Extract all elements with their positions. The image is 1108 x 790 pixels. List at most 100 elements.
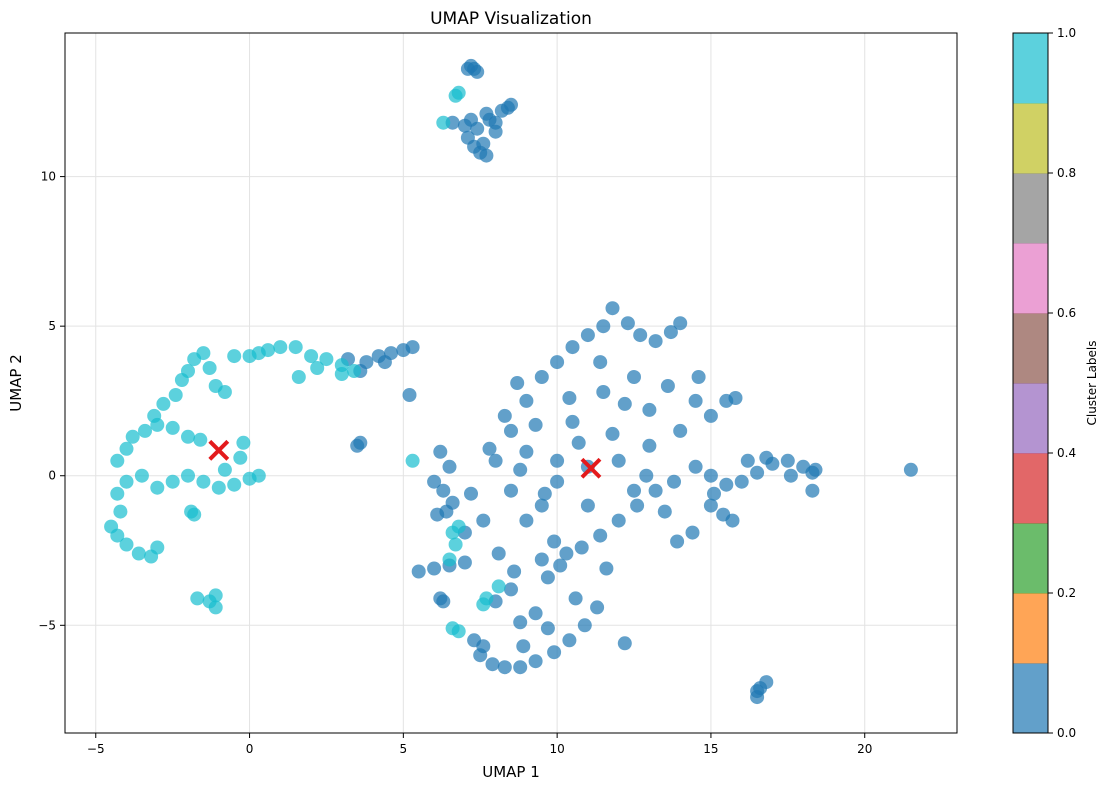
cluster-1-point — [119, 474, 134, 489]
cluster-1-point — [119, 441, 134, 456]
cluster-0-point — [534, 370, 549, 384]
cluster-0-point — [547, 645, 562, 660]
cluster-0-point — [703, 468, 718, 483]
cluster-0-point — [550, 453, 565, 468]
cluster-0-point — [728, 391, 743, 405]
cluster-0-point — [528, 417, 543, 432]
cluster-1-point — [113, 504, 128, 519]
x-tick-label: 10 — [549, 742, 564, 756]
plot-frame — [64, 32, 958, 734]
cluster-0-point — [611, 453, 626, 468]
cluster-0-point — [783, 468, 798, 483]
cluster-0-point — [734, 474, 749, 489]
cluster-0-point — [596, 385, 611, 399]
cluster-0-point — [534, 552, 549, 567]
cluster-0-point — [673, 423, 688, 438]
colorbar-segment — [1013, 383, 1048, 454]
cluster-0-point — [605, 301, 620, 316]
cluster-1-point — [217, 462, 232, 477]
cluster-0-point — [540, 621, 555, 636]
colorbar: 0.0 0.2 0.4 0.6 0.8 1.0 Cluster Labels — [1012, 26, 1099, 740]
cluster-0-point — [688, 393, 703, 408]
colorbar-segment — [1013, 103, 1048, 174]
cluster-0-point — [642, 438, 657, 453]
cluster-0-point — [611, 513, 626, 528]
cluster-0-point — [460, 61, 475, 76]
cluster-0-point — [405, 340, 420, 355]
cluster-1-point — [190, 591, 205, 606]
cluster-0-point — [427, 561, 442, 576]
y-tick-label: 5 — [48, 319, 56, 333]
cluster-0-point — [464, 486, 478, 501]
cluster-1-point — [156, 396, 171, 411]
cluster-0-point — [639, 468, 654, 483]
cluster-0-point — [630, 498, 645, 513]
cluster-0-point — [590, 600, 605, 615]
cluster-0-point — [808, 462, 823, 477]
cluster-0-point — [377, 355, 392, 370]
colorbar-tick-label: 0.4 — [1057, 446, 1076, 460]
centroid-marker — [580, 457, 602, 479]
cluster-1-point — [451, 519, 466, 534]
cluster-0-point — [759, 450, 774, 465]
cluster-0-point — [507, 564, 522, 579]
cluster-1-point — [304, 349, 319, 364]
colorbar-segment — [1013, 33, 1048, 104]
cluster-0-point — [491, 546, 506, 561]
cluster-0-point — [534, 498, 549, 513]
cluster-0-point — [510, 376, 525, 390]
x-tick-label: 5 — [400, 742, 408, 756]
cluster-1-point — [451, 624, 466, 639]
cluster-0-point — [599, 561, 614, 576]
cluster-0-point — [642, 402, 657, 417]
colorbar-segment — [1013, 663, 1048, 734]
cluster-0-point — [504, 582, 518, 597]
cluster-0-point — [667, 474, 681, 489]
cluster-0-point — [670, 534, 685, 549]
cluster-0-point — [663, 325, 678, 340]
cluster-1-point — [405, 453, 420, 468]
cluster-0-point — [703, 408, 718, 423]
cluster-0-point — [433, 444, 448, 459]
cluster-0-point — [513, 615, 528, 630]
cluster-1-point — [110, 453, 125, 468]
cluster-1-point — [451, 85, 466, 100]
cluster-1-point — [184, 504, 199, 519]
cluster-1-point — [436, 115, 451, 130]
colorbar-segment — [1013, 453, 1048, 524]
cluster-0-point — [550, 355, 565, 370]
cluster-0-point — [605, 426, 620, 441]
cluster-0-point — [580, 328, 595, 343]
cluster-1-point — [261, 343, 275, 358]
cluster-0-point — [516, 639, 531, 654]
y-axis-label: UMAP 2 — [7, 354, 25, 412]
grid-lines — [65, 33, 957, 733]
cluster-1-point — [227, 477, 242, 492]
cluster-0-point — [617, 396, 632, 411]
cluster-0-point — [528, 654, 543, 669]
cluster-1-point — [181, 364, 195, 378]
cluster-1-point — [291, 370, 306, 384]
cluster-1-point — [233, 450, 248, 465]
cluster-0-point — [485, 657, 500, 672]
cluster-0-point — [780, 453, 795, 468]
cluster-0-point — [648, 334, 663, 349]
cluster-1-point — [138, 423, 152, 438]
cluster-0-point — [627, 370, 641, 384]
scatter-points — [104, 58, 918, 705]
cluster-0-point — [513, 660, 528, 675]
cluster-0-point — [476, 513, 491, 528]
cluster-0-point — [411, 564, 426, 579]
colorbar-segment — [1013, 313, 1048, 384]
cluster-0-point — [725, 513, 740, 528]
cluster-0-point — [488, 453, 503, 468]
cluster-0-point — [620, 316, 635, 331]
cluster-1-point — [227, 349, 242, 364]
cluster-0-point — [593, 355, 608, 370]
cluster-0-point — [740, 453, 755, 468]
cluster-0-point — [436, 594, 451, 609]
cluster-0-point — [519, 444, 534, 459]
cluster-1-point — [476, 597, 491, 612]
cluster-0-point — [805, 483, 820, 498]
centroid-marker — [208, 439, 230, 461]
